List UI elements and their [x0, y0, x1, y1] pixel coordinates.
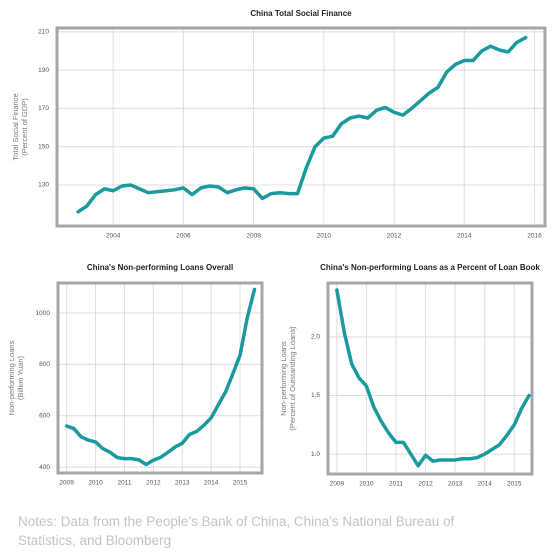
y-axis-label: Total Social Finance	[11, 93, 20, 160]
y-tick-label: 1000	[36, 310, 51, 317]
x-tick-label: 2014	[457, 233, 472, 240]
chart-title: China's Non-performing Loans as a Percen…	[320, 263, 540, 272]
x-tick-label: 2008	[246, 233, 261, 240]
x-tick-label: 2009	[330, 481, 345, 488]
x-tick-label: 2011	[389, 481, 403, 488]
x-tick-label: 2012	[387, 233, 402, 240]
y-tick-label: 800	[39, 361, 50, 368]
x-tick-label: 2009	[59, 480, 74, 487]
y-axis-label: Non-performing Loans	[279, 341, 288, 416]
note: Notes: Data from the People’s Bank of Ch…	[18, 514, 455, 548]
y-tick-label: 2.0	[311, 334, 320, 341]
data-line	[335, 288, 531, 468]
y-tick-label: 170	[38, 105, 49, 112]
x-tick-label: 2010	[359, 481, 374, 488]
y-tick-label: 150	[38, 143, 49, 150]
x-tick-label: 2015	[233, 480, 248, 487]
charts: China Total Social Finance Total Social F…	[7, 9, 547, 488]
chart-title: China's Non-performing Loans Overall	[87, 263, 233, 272]
plot-frame	[56, 281, 264, 475]
plot-frame	[55, 26, 547, 228]
x-tick-label: 2010	[88, 480, 103, 487]
y-tick-label: 1.0	[311, 451, 320, 458]
y-tick-label: 1.5	[311, 392, 320, 399]
y-tick-label: 190	[38, 67, 49, 74]
y-tick-label: 130	[38, 182, 49, 189]
y-axis-label: (Percent of GDP)	[20, 98, 29, 156]
data-line	[76, 35, 528, 214]
y-tick-label: 210	[38, 29, 49, 36]
x-tick-label: 2010	[317, 233, 332, 240]
x-tick-label: 2011	[117, 480, 131, 487]
x-tick-label: 2004	[106, 233, 121, 240]
plot-frame	[326, 281, 534, 476]
x-tick-label: 2013	[175, 480, 190, 487]
data-line	[64, 287, 257, 467]
x-tick-label: 2013	[448, 481, 463, 488]
y-tick-label: 400	[39, 464, 50, 471]
chart-title: China Total Social Finance	[250, 9, 352, 18]
x-tick-label: 2015	[507, 481, 522, 488]
y-tick-label: 600	[39, 412, 50, 419]
x-tick-label: 2014	[477, 481, 492, 488]
y-axis-label: (Billion Yuan)	[16, 355, 25, 400]
x-tick-label: 2006	[176, 233, 191, 240]
x-tick-label: 2012	[146, 480, 161, 487]
x-tick-label: 2014	[204, 480, 219, 487]
y-axis-label: Non-performing Loans	[7, 340, 16, 415]
y-axis-label: (Percent of Outstanding Loans)	[288, 326, 297, 431]
x-tick-label: 2012	[418, 481, 433, 488]
x-tick-label: 2016	[527, 233, 542, 240]
